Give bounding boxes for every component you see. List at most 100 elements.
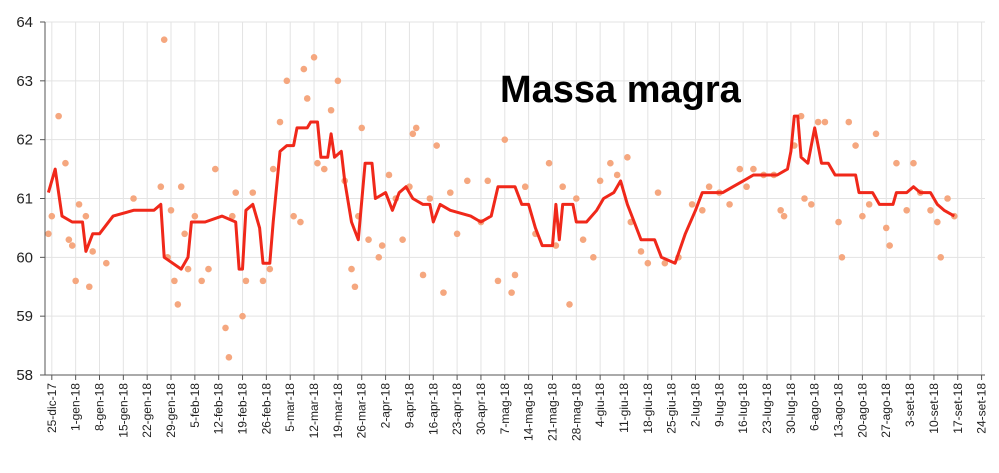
data-point <box>249 189 257 196</box>
data-point <box>103 259 110 267</box>
data-point <box>75 201 83 208</box>
data-point <box>419 271 427 279</box>
data-point <box>559 183 566 191</box>
data-point <box>160 36 168 43</box>
data-point <box>814 118 822 126</box>
y-tick-label: 58 <box>16 367 33 384</box>
plot <box>45 36 958 361</box>
data-point <box>927 206 934 214</box>
x-tick-label: 18-giu-18 <box>641 383 655 434</box>
x-tick-label: 5-feb-18 <box>188 383 202 428</box>
x-tick-label: 30-apr-18 <box>474 383 488 435</box>
data-point <box>934 218 941 226</box>
data-point <box>801 195 808 202</box>
data-point <box>688 201 696 208</box>
data-point <box>736 165 744 173</box>
y-tick-label: 62 <box>16 132 33 149</box>
x-tick-label: 27-ago-18 <box>879 383 893 438</box>
data-point <box>259 277 267 285</box>
data-point <box>171 277 178 285</box>
data-point <box>777 206 784 214</box>
x-tick-label: 5-mar-18 <box>283 383 297 432</box>
data-point <box>590 254 597 261</box>
data-point <box>624 154 631 161</box>
x-tick-label: 4-giu-18 <box>593 383 607 427</box>
x-tick-label: 19-mar-18 <box>331 383 345 439</box>
data-point <box>65 236 73 243</box>
x-tick-label: 16-lug-18 <box>736 383 750 434</box>
data-point <box>501 136 509 143</box>
y-tick-label: 64 <box>16 14 33 31</box>
data-point <box>845 118 853 126</box>
x-tick-label: 12-mar-18 <box>307 383 321 439</box>
x-tick-label: 21-mag-18 <box>545 383 559 441</box>
data-point <box>177 183 185 191</box>
data-point <box>780 212 788 220</box>
data-point <box>852 142 859 149</box>
data-point <box>409 130 417 138</box>
data-point <box>566 301 573 308</box>
data-point <box>297 218 304 226</box>
x-tick-label: 15-gen-18 <box>116 383 130 438</box>
data-point <box>838 254 846 261</box>
data-point <box>269 165 277 173</box>
y-tick-label: 63 <box>16 73 33 90</box>
grid <box>45 21 985 376</box>
data-point <box>797 112 805 120</box>
y-tick-label: 59 <box>16 308 33 325</box>
x-tick-label: 22-gen-18 <box>140 383 154 438</box>
data-point <box>358 124 366 132</box>
axes: 58 59 60 61 62 63 64 25-dic-17 1-gen-18 8-gen-18 1… <box>16 14 988 441</box>
data-point <box>743 183 750 191</box>
x-tick-label: 28-mag-18 <box>569 383 583 441</box>
data-point <box>699 206 706 214</box>
data-point <box>910 159 917 167</box>
data-point <box>229 212 236 220</box>
data-point <box>937 254 945 261</box>
data-point <box>385 171 393 179</box>
data-point <box>893 159 900 167</box>
data-point <box>266 265 274 273</box>
data-point <box>607 159 614 167</box>
x-tick-label: 20-ago-18 <box>855 383 869 438</box>
data-point <box>511 271 519 279</box>
data-point <box>821 118 829 126</box>
x-tick-label: 23-apr-18 <box>450 383 464 435</box>
x-tick-label: 12-feb-18 <box>212 383 226 435</box>
data-point <box>835 218 842 226</box>
data-point <box>290 212 297 220</box>
x-tick-label: 6-ago-18 <box>808 383 822 431</box>
data-point <box>184 265 192 273</box>
data-point <box>314 159 321 167</box>
data-point <box>167 206 175 214</box>
data-point <box>174 301 182 308</box>
data-point <box>239 312 246 320</box>
data-point <box>545 159 553 167</box>
data-point <box>55 112 62 120</box>
data-point <box>579 236 587 243</box>
data-point <box>181 230 188 238</box>
x-tick-label: 8-gen-18 <box>92 383 106 431</box>
data-point <box>705 183 713 191</box>
data-point <box>232 189 240 196</box>
data-point <box>211 165 219 173</box>
x-tick-label: 17-set-18 <box>951 383 965 434</box>
data-point <box>808 201 815 208</box>
x-tick-label: 25-dic-17 <box>45 383 59 433</box>
data-point <box>89 248 96 255</box>
data-point <box>62 159 69 167</box>
data-point <box>750 165 757 173</box>
data-point <box>130 195 137 202</box>
data-point <box>644 259 652 267</box>
data-point <box>303 95 311 102</box>
x-tick-label: 13-ago-18 <box>832 383 846 438</box>
x-tick-label: 16-apr-18 <box>426 383 440 435</box>
data-point <box>72 277 79 285</box>
y-tick-label: 61 <box>16 191 33 208</box>
x-tick-label: 1-gen-18 <box>69 383 83 431</box>
x-tick-label: 11-giu-18 <box>617 383 631 433</box>
data-point <box>882 224 890 232</box>
data-point <box>865 201 873 208</box>
data-point <box>348 265 355 273</box>
data-point <box>334 77 342 85</box>
